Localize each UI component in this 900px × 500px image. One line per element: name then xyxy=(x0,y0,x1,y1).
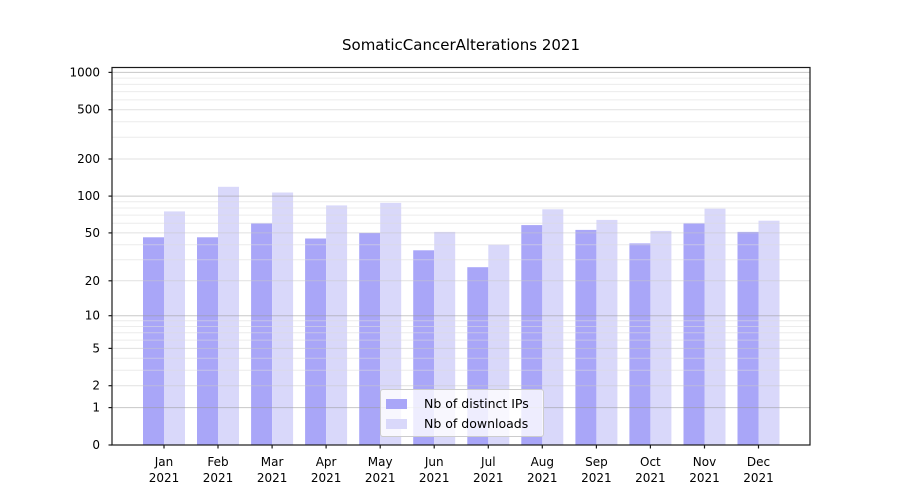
legend-swatch-distinct-ips xyxy=(386,399,407,409)
xtick-label-month-aug: Aug xyxy=(531,455,554,469)
bar-downloads-mar xyxy=(272,192,294,445)
legend-item-downloads: Nb of downloads xyxy=(386,414,543,434)
xtick-label-month-may: May xyxy=(368,455,393,469)
bar-ips-mar xyxy=(251,223,273,445)
xtick-label-year-jan: 2021 xyxy=(149,471,180,485)
xtick-label-year-dec: 2021 xyxy=(743,471,774,485)
xtick-label-year-mar: 2021 xyxy=(257,471,288,485)
bar-ips-dec xyxy=(737,231,759,445)
ytick-label-0: 0 xyxy=(92,438,100,452)
ytick-label-2: 2 xyxy=(92,379,100,393)
xtick-label-month-sep: Sep xyxy=(585,455,608,469)
bar-ips-feb xyxy=(197,237,218,445)
bar-ips-nov xyxy=(683,223,705,445)
chart-title: SomaticCancerAlterations 2021 xyxy=(341,36,581,54)
xtick-label-year-aug: 2021 xyxy=(527,471,558,485)
bar-ips-sep xyxy=(575,229,597,445)
bar-ips-jan xyxy=(143,237,164,445)
xtick-label-month-jul: Jul xyxy=(480,455,495,469)
bar-downloads-oct xyxy=(650,230,672,445)
legend-swatch-downloads xyxy=(386,419,407,429)
legend-label-distinct-ips: Nb of distinct IPs xyxy=(424,396,529,411)
xtick-label-year-nov: 2021 xyxy=(689,471,720,485)
xtick-label-month-apr: Apr xyxy=(316,455,337,469)
xtick-label-month-jun: Jun xyxy=(424,455,444,469)
ytick-label-10: 10 xyxy=(85,309,100,323)
ytick-label-20: 20 xyxy=(85,274,100,288)
xtick-label-year-jul: 2021 xyxy=(473,471,504,485)
legend-item-distinct-ips: Nb of distinct IPs xyxy=(386,394,543,414)
bar-downloads-apr xyxy=(326,205,348,445)
xtick-label-month-oct: Oct xyxy=(640,455,661,469)
xtick-label-month-dec: Dec xyxy=(747,455,770,469)
xtick-label-year-sep: 2021 xyxy=(581,471,612,485)
xtick-label-year-may: 2021 xyxy=(365,471,396,485)
legend: Nb of distinct IPs Nb of downloads xyxy=(380,389,544,437)
ytick-label-100: 100 xyxy=(77,189,100,203)
ytick-label-1: 1 xyxy=(92,401,100,415)
bar-downloads-jan xyxy=(164,211,185,445)
legend-label-downloads: Nb of downloads xyxy=(424,416,529,431)
xtick-label-month-nov: Nov xyxy=(693,455,716,469)
bar-ips-may xyxy=(359,232,381,445)
plot-frame xyxy=(111,66,811,446)
xtick-label-year-feb: 2021 xyxy=(203,471,234,485)
xtick-label-year-jun: 2021 xyxy=(419,471,450,485)
bar-downloads-may xyxy=(380,202,402,445)
xtick-label-month-feb: Feb xyxy=(207,455,228,469)
xtick-label-month-mar: Mar xyxy=(261,455,284,469)
ytick-label-50: 50 xyxy=(85,226,100,240)
xtick-label-year-apr: 2021 xyxy=(311,471,342,485)
xtick-label-month-jan: Jan xyxy=(154,455,174,469)
ytick-label-1000: 1000 xyxy=(69,65,100,79)
ytick-label-5: 5 xyxy=(92,341,100,355)
ytick-label-500: 500 xyxy=(77,103,100,117)
bar-ips-apr xyxy=(305,238,327,445)
ytick-label-200: 200 xyxy=(77,152,100,166)
xtick-label-year-oct: 2021 xyxy=(635,471,666,485)
bar-ips-oct xyxy=(629,243,651,445)
